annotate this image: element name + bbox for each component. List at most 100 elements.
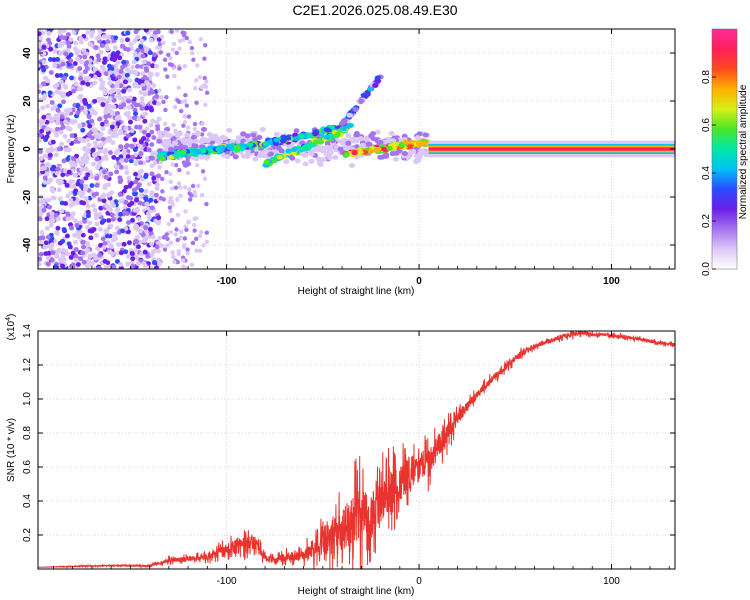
spectrogram-cell xyxy=(59,41,65,47)
spectrogram-cell xyxy=(98,205,104,211)
spectrogram-cell xyxy=(308,158,315,164)
spectrogram-cell xyxy=(129,217,135,223)
spectrogram-cell xyxy=(161,197,166,202)
spectrogram-cell xyxy=(176,181,182,186)
spectrogram-cell xyxy=(39,229,45,235)
x-tick-label: 100 xyxy=(603,576,620,587)
spectrogram-cell xyxy=(74,222,80,228)
spectrogram-cell xyxy=(398,142,405,148)
spectrogram-cell xyxy=(165,74,170,79)
spectrogram-cell xyxy=(107,207,113,213)
spectrogram-cell xyxy=(92,207,98,213)
spectrogram-cell xyxy=(97,143,103,148)
spectrogram-cell xyxy=(350,138,357,144)
spectrogram-cell xyxy=(55,225,61,231)
spectrogram-cell xyxy=(56,146,62,152)
spectrogram-cell xyxy=(388,130,395,136)
spectrogram-cell xyxy=(166,133,173,139)
spectrogram-cell xyxy=(162,57,168,62)
snr-x-label: Height of straight line (km) xyxy=(298,586,415,597)
spectrogram-cell xyxy=(377,140,384,146)
spectrogram-cell xyxy=(86,258,92,264)
spectrogram-cell xyxy=(63,201,69,206)
spectrogram-cell xyxy=(59,114,65,120)
spectrogram-cell xyxy=(146,147,152,153)
spectrogram-cell xyxy=(131,115,137,121)
spectrogram-cell xyxy=(48,222,54,228)
spectrogram-cell xyxy=(132,38,138,43)
spectrogram-cell xyxy=(50,195,56,201)
spectrogram-cell xyxy=(86,132,92,137)
spectrogram-cell xyxy=(138,44,144,49)
spectrogram-cell xyxy=(94,175,100,181)
spectrogram-cell xyxy=(149,156,155,161)
spectrogram-cell xyxy=(141,86,147,91)
spectrogram-cell xyxy=(134,239,140,244)
spectrogram-cell xyxy=(47,90,53,96)
spectrogram-cell xyxy=(132,107,138,113)
spectrogram-cell xyxy=(78,59,84,65)
spectrogram-cells xyxy=(38,29,675,269)
spectrogram-cell xyxy=(68,58,74,64)
spectrogram-cell xyxy=(178,185,183,190)
spectrogram-cell xyxy=(143,225,149,231)
spectrogram-cell xyxy=(200,169,206,174)
spectrogram-cell xyxy=(73,40,79,46)
spectrogram-cell xyxy=(70,211,76,217)
spectrogram-cell xyxy=(72,172,78,178)
spectrogram-cell xyxy=(54,132,60,138)
spectrogram-cell xyxy=(146,61,152,67)
spectrogram-cell xyxy=(189,262,195,268)
spectrogram-cell xyxy=(150,63,156,69)
spectrogram-cell xyxy=(345,140,352,146)
spectrogram-cell xyxy=(43,240,49,246)
spectrogram-cell xyxy=(101,218,107,224)
spectrogram-cell xyxy=(192,193,198,198)
spectrogram-cell xyxy=(110,216,116,222)
spectrogram-cell xyxy=(111,154,117,160)
spectrogram-cell xyxy=(117,211,123,217)
spectrogram-cell xyxy=(115,242,121,247)
spectrogram-cell xyxy=(125,30,131,36)
spectrogram-cell xyxy=(184,227,189,233)
spectrogram-cell xyxy=(122,79,128,85)
spectrogram-cell xyxy=(95,165,101,170)
spectrogram-cell xyxy=(227,143,234,149)
spectrogram-cell xyxy=(163,67,168,72)
spectrogram-cell xyxy=(194,248,199,253)
spectrogram-cell xyxy=(129,69,135,75)
spectrogram-cell xyxy=(85,30,91,35)
spectrogram-cell xyxy=(174,227,179,232)
spectrogram-cell xyxy=(268,151,275,157)
spectrogram-cell xyxy=(182,63,187,69)
spectrogram-cell xyxy=(136,182,142,188)
spectrogram-cell xyxy=(63,51,69,57)
spectrogram-cell xyxy=(46,197,52,203)
spectrogram-cell xyxy=(76,234,82,240)
spectrogram-cell xyxy=(143,236,149,241)
spectrogram-cell xyxy=(123,126,129,131)
spectrogram-cell xyxy=(146,181,152,187)
spectrogram-cell xyxy=(362,149,369,155)
spectrogram-y-label: Frequency (Hz) xyxy=(6,115,17,184)
spectrogram-cell xyxy=(367,148,375,154)
spectrogram-cell xyxy=(93,232,99,238)
spectrogram-cell xyxy=(80,240,86,245)
spectrogram-cell xyxy=(73,81,79,87)
y-tick-label: -40 xyxy=(22,237,33,252)
spectrogram-cell xyxy=(46,179,52,185)
spectrogram-cell xyxy=(68,197,74,203)
spectrogram-cell xyxy=(135,244,141,250)
spectrogram-cell xyxy=(74,50,80,56)
spectrogram-cell xyxy=(391,141,399,147)
spectrogram-cell xyxy=(156,130,163,136)
spectrogram-cell xyxy=(187,191,192,196)
spectrogram-cell xyxy=(69,75,75,81)
spectrogram-cell xyxy=(190,240,196,246)
spectrogram-cell xyxy=(154,186,160,192)
spectrogram-cell xyxy=(367,86,374,92)
spectrogram-cell xyxy=(68,52,74,58)
spectrogram-cell xyxy=(194,100,199,106)
spectrogram-cell xyxy=(148,37,154,43)
